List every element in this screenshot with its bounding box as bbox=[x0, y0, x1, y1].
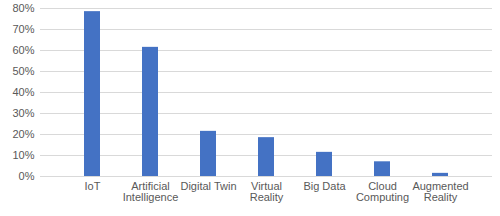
svg-text:Big Data: Big Data bbox=[303, 180, 346, 192]
svg-text:Digital Twin: Digital Twin bbox=[180, 180, 236, 192]
svg-text:CloudComputing: CloudComputing bbox=[356, 180, 409, 203]
svg-text:20%: 20% bbox=[12, 128, 34, 140]
svg-text:10%: 10% bbox=[12, 149, 34, 161]
svg-text:60%: 60% bbox=[12, 44, 34, 56]
svg-text:ArtificialIntelligence: ArtificialIntelligence bbox=[123, 180, 179, 203]
svg-text:40%: 40% bbox=[12, 86, 34, 98]
svg-text:AugmentedReality: AugmentedReality bbox=[412, 180, 468, 203]
svg-text:IoT: IoT bbox=[85, 180, 101, 192]
svg-text:30%: 30% bbox=[12, 107, 34, 119]
svg-text:50%: 50% bbox=[12, 65, 34, 77]
svg-text:0%: 0% bbox=[19, 170, 35, 182]
svg-text:VirtualReality: VirtualReality bbox=[250, 180, 284, 203]
svg-text:80%: 80% bbox=[12, 2, 34, 14]
svg-text:70%: 70% bbox=[12, 23, 34, 35]
